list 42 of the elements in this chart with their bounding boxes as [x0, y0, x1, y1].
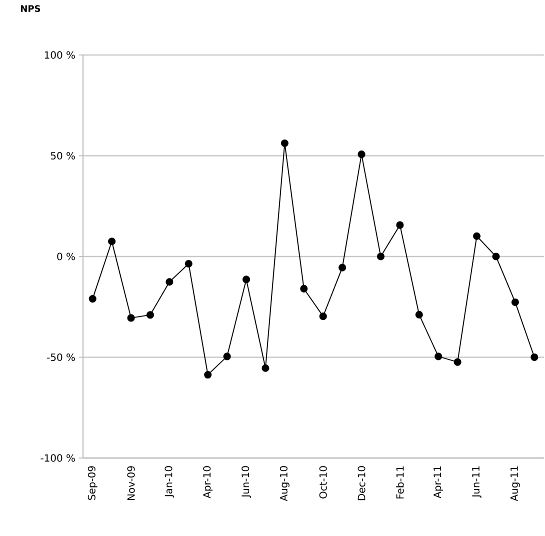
point — [204, 370, 212, 379]
x-tick-label: Apr-11 — [434, 466, 444, 498]
chart-title: NPS — [21, 5, 40, 12]
y-tick-label: -50 % — [47, 353, 75, 361]
point — [184, 260, 192, 268]
point — [88, 295, 96, 303]
point — [262, 364, 270, 372]
y-tick-label: -100 % — [40, 454, 75, 462]
x-tick-label: Sep-09 — [88, 466, 98, 500]
point — [492, 252, 500, 260]
point — [319, 312, 327, 320]
point — [166, 278, 174, 286]
x-tick-label: Feb-11 — [396, 466, 404, 498]
point — [358, 150, 366, 158]
x-tick-label: Jan-10 — [164, 466, 174, 498]
point — [376, 252, 385, 260]
x-tick-label: Aug-11 — [510, 466, 520, 502]
x-tick-label: Oct-10 — [319, 466, 327, 498]
point — [396, 221, 404, 229]
y-tick-label: 50 % — [50, 152, 75, 160]
point — [434, 352, 442, 360]
x-tick-label: Apr-10 — [203, 466, 213, 498]
point — [108, 238, 116, 246]
point — [338, 264, 346, 272]
point — [530, 353, 538, 362]
y-tick-label: 100 % — [44, 51, 75, 59]
x-tick-label: Jun-10 — [242, 466, 251, 498]
y-tick-label: 0 % — [57, 252, 75, 260]
point — [223, 352, 231, 360]
point — [300, 284, 308, 293]
point — [242, 276, 250, 284]
point — [511, 298, 519, 306]
x-tick-label: Dec-10 — [358, 466, 366, 500]
point — [415, 310, 423, 319]
point — [146, 311, 154, 319]
x-tick-label: Aug-10 — [280, 466, 290, 502]
point — [280, 139, 288, 148]
point — [127, 314, 135, 322]
point — [472, 232, 481, 240]
x-tick-label: Nov-09 — [127, 466, 135, 500]
point — [454, 358, 462, 366]
x-tick-label: Jun-11 — [472, 466, 482, 498]
